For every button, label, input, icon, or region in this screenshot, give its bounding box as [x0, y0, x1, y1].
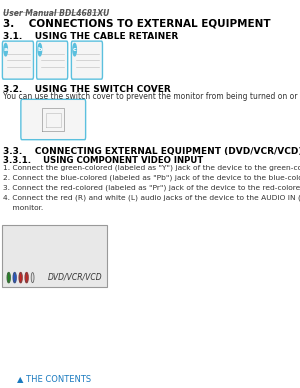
Circle shape [13, 272, 16, 282]
Circle shape [25, 272, 28, 282]
Text: 2. Connect the blue-colored (labeled as "Pb") jack of the device to the blue-col: 2. Connect the blue-colored (labeled as … [3, 175, 300, 181]
Circle shape [19, 272, 22, 282]
Text: c: c [73, 47, 76, 52]
Text: a: a [4, 47, 8, 52]
FancyBboxPatch shape [37, 41, 68, 79]
Text: 3.3.    CONNECTING EXTERNAL EQUIPMENT (DVD/VCR/VCD): 3.3. CONNECTING EXTERNAL EQUIPMENT (DVD/… [3, 147, 300, 156]
Circle shape [73, 43, 76, 56]
Text: User Manual BDL4681XU: User Manual BDL4681XU [3, 9, 109, 17]
Text: 3.3.1.    USING COMPONENT VIDEO INPUT: 3.3.1. USING COMPONENT VIDEO INPUT [3, 156, 203, 165]
Text: 1. Connect the green-colored (labeled as "Y") jack of the device to the green-co: 1. Connect the green-colored (labeled as… [3, 165, 300, 171]
FancyBboxPatch shape [2, 41, 34, 79]
Circle shape [7, 272, 10, 282]
FancyBboxPatch shape [2, 225, 107, 287]
Circle shape [31, 272, 34, 282]
Text: DVD/VCR/VCD: DVD/VCR/VCD [47, 272, 102, 282]
Text: monitor.: monitor. [3, 205, 43, 211]
Text: b: b [38, 47, 42, 52]
Circle shape [4, 43, 8, 56]
Text: ▲ THE CONTENTS: ▲ THE CONTENTS [17, 374, 92, 383]
Text: 3. Connect the red-colored (labeled as "Pr") jack of the device to the red-color: 3. Connect the red-colored (labeled as "… [3, 185, 300, 191]
FancyBboxPatch shape [21, 99, 85, 140]
Text: 3.    CONNECTIONS TO EXTERNAL EQUIPMENT: 3. CONNECTIONS TO EXTERNAL EQUIPMENT [3, 19, 271, 29]
FancyBboxPatch shape [71, 41, 103, 79]
Text: 4. Connect the red (R) and white (L) audio jacks of the device to the AUDIO IN (: 4. Connect the red (R) and white (L) aud… [3, 195, 300, 201]
Text: 3.1.    USING THE CABLE RETAINER: 3.1. USING THE CABLE RETAINER [3, 32, 178, 41]
Text: You can use the switch cover to prevent the monitor from being turned on or off : You can use the switch cover to prevent … [3, 92, 300, 101]
Text: 3.2.    USING THE SWITCH COVER: 3.2. USING THE SWITCH COVER [3, 85, 171, 94]
Circle shape [38, 43, 42, 56]
